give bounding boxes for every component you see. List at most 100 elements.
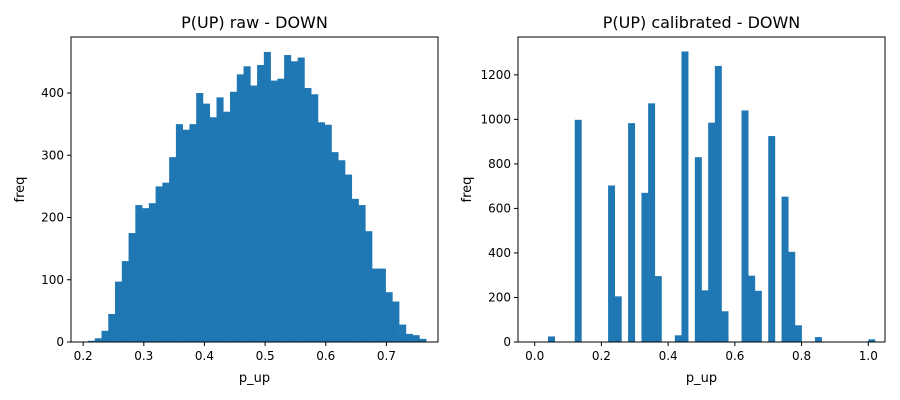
y-tick-label-calibrated-5: 1000: [480, 112, 511, 126]
bar-calibrated-6: [574, 119, 582, 342]
x-tick-label-calibrated-3: 0.6: [725, 349, 744, 363]
bar-calibrated-28: [721, 311, 729, 342]
bar-raw-21: [230, 91, 238, 342]
bar-calibrated-39: [794, 325, 802, 342]
chart-panel-raw: 0.2 0.3 0.4 0.5 0.6 0.7 0 100 200 300 400 P(UP) raw…: [13, 13, 439, 386]
bar-calibrated-50: [868, 339, 876, 342]
bar-calibrated-25: [701, 290, 709, 342]
y-tick-label-raw-3: 300: [41, 148, 64, 162]
bar-raw-31: [297, 57, 305, 342]
x-tick-label-raw-1: 0.3: [134, 349, 153, 363]
chart-title-calibrated: P(UP) calibrated - DOWN: [603, 13, 801, 32]
y-tick-label-calibrated-4: 800: [488, 157, 511, 171]
bar-raw-26: [263, 51, 271, 342]
x-tick-label-raw-0: 0.2: [74, 349, 93, 363]
bar-raw-8: [142, 208, 150, 342]
bar-raw-32: [304, 88, 312, 342]
bar-calibrated-17: [648, 103, 656, 342]
axes-frame-raw: [70, 36, 439, 343]
bar-calibrated-12: [614, 296, 622, 342]
bar-raw-17: [202, 103, 211, 342]
bar-calibrated-21: [674, 335, 682, 342]
y-tick-label-calibrated-3: 600: [488, 201, 511, 215]
bar-raw-29: [284, 55, 292, 343]
bar-calibrated-37: [781, 196, 789, 342]
bar-raw-2: [101, 330, 109, 342]
y-tick-label-raw-4: 400: [41, 86, 64, 100]
bar-calibrated-32: [748, 275, 756, 342]
bar-calibrated-31: [741, 110, 749, 342]
bar-calibrated-24: [694, 157, 702, 342]
x-tick-label-raw-2: 0.4: [195, 349, 214, 363]
bar-raw-48: [412, 335, 420, 342]
bar-raw-34: [317, 122, 326, 342]
y-tick-label-calibrated-2: 400: [488, 246, 511, 260]
bar-raw-35: [324, 124, 332, 343]
y-tick-label-calibrated-1: 200: [488, 290, 511, 304]
y-axis-label-calibrated: freq: [460, 177, 475, 203]
bar-raw-30: [290, 61, 298, 342]
y-tick-label-raw-0: 0: [56, 335, 64, 349]
bar-raw-1: [94, 338, 102, 342]
bar-raw-44: [385, 292, 393, 342]
bars-raw: [87, 51, 427, 343]
bar-raw-14: [182, 129, 190, 342]
bar-calibrated-35: [768, 136, 776, 342]
x-tick-label-raw-5: 0.7: [377, 349, 396, 363]
y-tick-label-raw-1: 100: [41, 273, 64, 287]
bar-raw-16: [196, 93, 204, 343]
bar-raw-36: [331, 152, 339, 342]
bar-raw-43: [378, 268, 386, 342]
bar-calibrated-11: [608, 185, 616, 342]
x-axis-label-raw: p_up: [239, 371, 270, 386]
bar-raw-28: [277, 78, 285, 342]
y-axis-label-raw: freq: [13, 177, 28, 203]
bar-raw-25: [257, 65, 265, 342]
bar-raw-12: [169, 157, 177, 342]
bar-raw-27: [270, 80, 278, 342]
bar-raw-22: [236, 74, 244, 342]
bar-calibrated-42: [814, 337, 822, 342]
bar-raw-13: [175, 124, 183, 342]
bar-raw-23: [243, 66, 251, 342]
bar-raw-33: [311, 94, 319, 343]
bar-raw-24: [250, 85, 258, 343]
bar-raw-49: [419, 338, 427, 342]
bar-raw-5: [121, 261, 129, 342]
x-tick-label-raw-4: 0.6: [316, 349, 335, 363]
bar-raw-20: [223, 111, 231, 342]
bar-calibrated-26: [708, 122, 716, 343]
chart-title-raw: P(UP) raw - DOWN: [181, 13, 328, 32]
bar-raw-6: [128, 233, 136, 342]
bar-raw-42: [372, 268, 380, 342]
bar-calibrated-38: [788, 251, 796, 342]
bar-calibrated-27: [714, 65, 722, 342]
bar-raw-15: [189, 124, 197, 342]
x-tick-label-calibrated-0: 0.0: [525, 349, 544, 363]
y-tick-label-raw-2: 200: [41, 211, 64, 225]
x-tick-label-calibrated-2: 0.4: [659, 349, 678, 363]
bar-calibrated-33: [754, 290, 762, 342]
bar-raw-39: [351, 198, 359, 342]
y-tick-label-calibrated-6: 1200: [480, 68, 511, 82]
bar-raw-40: [358, 205, 366, 342]
chart-panel-calibrated: 0.0 0.2 0.4 0.6 0.8 1.0 0 200 400 600 800 1000 1200 P…: [460, 13, 886, 386]
bar-raw-4: [115, 281, 123, 342]
bar-calibrated-18: [654, 276, 662, 342]
bar-raw-9: [148, 203, 156, 342]
x-tick-label-calibrated-5: 1.0: [859, 349, 878, 363]
x-tick-label-calibrated-4: 0.8: [792, 349, 811, 363]
bar-raw-47: [405, 333, 413, 342]
bar-raw-38: [345, 174, 353, 342]
bar-calibrated-2: [548, 336, 555, 342]
bar-raw-0: [87, 340, 96, 342]
bar-raw-45: [392, 301, 400, 342]
bar-raw-3: [108, 313, 116, 342]
bar-raw-41: [365, 231, 373, 342]
bar-calibrated-14: [628, 123, 636, 342]
x-tick-label-raw-3: 0.5: [256, 349, 275, 363]
axes-frame-calibrated: [517, 36, 886, 343]
bar-raw-37: [338, 160, 346, 342]
bar-raw-19: [216, 97, 224, 342]
